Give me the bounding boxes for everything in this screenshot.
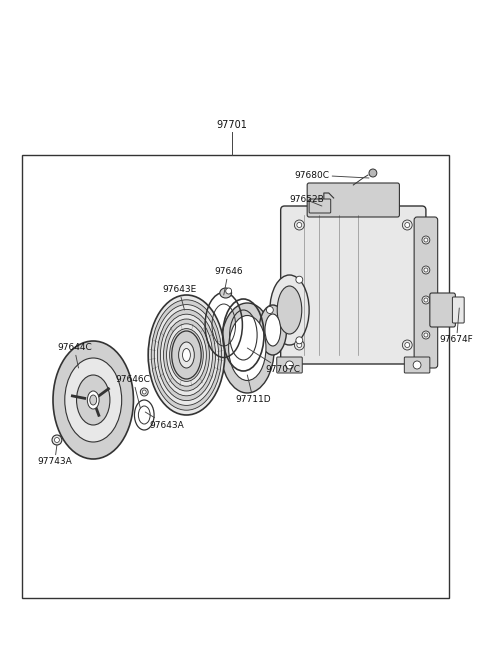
Circle shape [296,337,303,344]
Circle shape [369,169,377,177]
Text: 97743A: 97743A [37,445,72,466]
Circle shape [266,307,273,314]
FancyBboxPatch shape [430,293,456,327]
Circle shape [294,220,304,230]
Circle shape [405,343,410,348]
Ellipse shape [220,303,274,393]
Text: 97643E: 97643E [162,286,196,310]
Circle shape [405,223,410,227]
Text: 97701: 97701 [216,120,247,130]
Ellipse shape [164,319,209,391]
Circle shape [297,343,302,348]
Circle shape [226,288,231,294]
Circle shape [424,268,428,272]
Circle shape [142,390,146,394]
Circle shape [424,298,428,302]
Circle shape [424,238,428,242]
Ellipse shape [182,348,191,362]
Ellipse shape [65,358,122,442]
Text: 97711D: 97711D [236,375,271,405]
FancyBboxPatch shape [309,199,331,213]
Ellipse shape [220,288,231,298]
FancyBboxPatch shape [404,357,430,373]
Ellipse shape [179,342,194,368]
Circle shape [54,438,60,443]
Ellipse shape [53,341,133,459]
Text: 97644C: 97644C [57,343,92,368]
Ellipse shape [90,395,96,405]
Bar [22,155,449,598]
Circle shape [424,333,428,337]
Ellipse shape [169,329,204,381]
Circle shape [52,435,62,445]
Circle shape [297,223,302,227]
Text: 97643A: 97643A [145,412,184,430]
Circle shape [413,361,421,369]
Ellipse shape [154,305,218,405]
Ellipse shape [160,314,213,396]
Ellipse shape [270,275,309,345]
Circle shape [402,340,412,350]
Ellipse shape [148,295,225,415]
Ellipse shape [277,286,302,334]
Circle shape [422,296,430,304]
Ellipse shape [172,331,201,379]
Ellipse shape [157,309,216,401]
Ellipse shape [76,375,110,425]
Ellipse shape [138,406,150,424]
Ellipse shape [167,324,206,386]
Ellipse shape [265,314,281,346]
Text: 97707C: 97707C [247,348,300,375]
Text: 97652B: 97652B [289,195,324,206]
Ellipse shape [87,391,99,409]
Circle shape [296,276,303,283]
Circle shape [294,340,304,350]
Text: 97674F: 97674F [440,308,473,345]
FancyBboxPatch shape [277,357,302,373]
Ellipse shape [259,305,287,355]
Ellipse shape [228,316,266,381]
Circle shape [422,331,430,339]
Circle shape [140,388,148,396]
Text: 97680C: 97680C [294,170,369,179]
Text: 97646C: 97646C [116,375,151,408]
Circle shape [286,361,293,369]
FancyBboxPatch shape [307,183,399,217]
Circle shape [422,266,430,274]
Ellipse shape [151,300,222,410]
FancyBboxPatch shape [414,217,438,368]
Circle shape [402,220,412,230]
FancyBboxPatch shape [453,297,464,323]
Text: 97646: 97646 [214,267,242,295]
FancyBboxPatch shape [281,206,426,364]
Circle shape [422,236,430,244]
